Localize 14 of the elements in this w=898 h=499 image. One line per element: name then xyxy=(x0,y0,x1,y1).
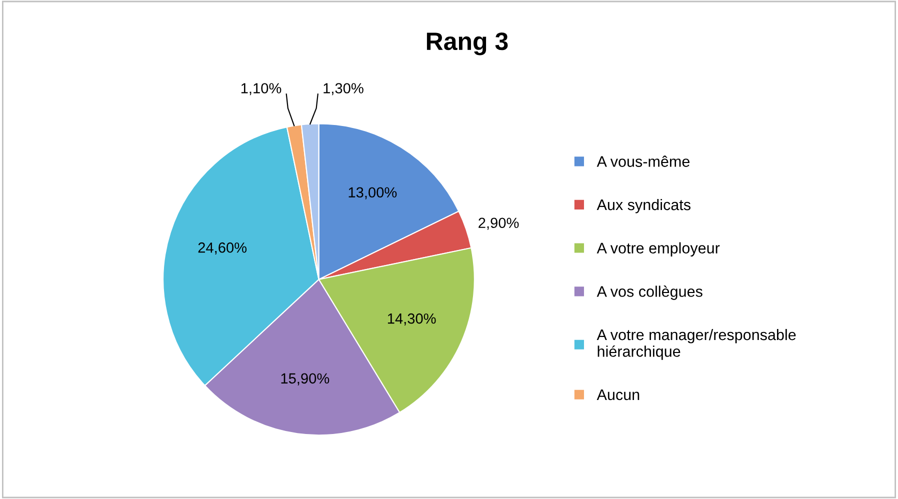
data-label: 1,10% xyxy=(241,83,282,96)
data-label: 15,90% xyxy=(281,373,330,386)
data-label: 24,60% xyxy=(198,242,247,254)
data-label: 13,00% xyxy=(348,187,397,200)
legend-label: A vous-même xyxy=(596,156,690,167)
data-label: 14,30% xyxy=(388,313,436,326)
legend-label: A vos collègues xyxy=(596,286,702,300)
legend-label: Aucun xyxy=(596,389,640,400)
legend-label: Aux syndicats xyxy=(596,198,690,214)
legend-label: A votre employeur xyxy=(596,242,720,256)
chart-title: Rang 3 xyxy=(426,32,508,56)
legend-label: A votre manager/responsable hiérarchique xyxy=(596,328,796,360)
data-label: 2,90% xyxy=(478,218,519,230)
data-label: 1,30% xyxy=(324,83,364,96)
